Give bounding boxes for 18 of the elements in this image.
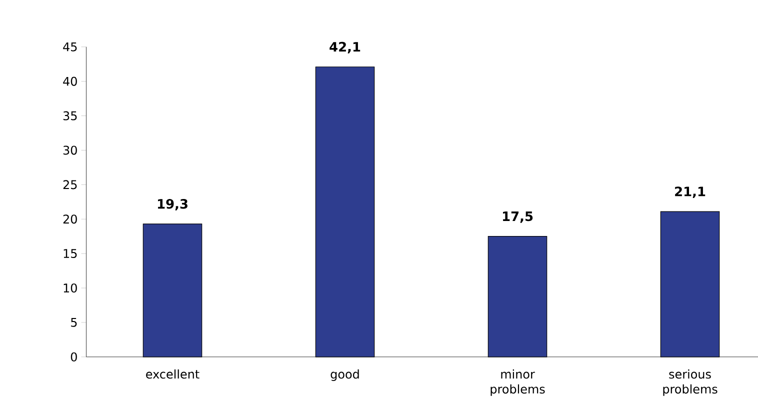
y-tick-label: 5 [71,318,77,327]
y-tick-label: 45 [63,42,77,52]
data-label: 17,5 [503,212,533,223]
data-label: 19,3 [158,198,188,210]
data-label: 42,1 [330,42,360,54]
x-tick-label: excellent [146,369,200,379]
x-tick-label: good [330,369,359,381]
y-tick-label: 35 [63,111,77,120]
y-tick-label: 15 [64,249,77,258]
x-tick-label: serious problems [663,369,718,396]
y-tick-label: 30 [63,146,77,155]
y-tick-label: 25 [63,180,77,190]
x-tick-label: minor problems [490,369,545,396]
y-tick-label: 0 [70,352,77,362]
y-tick-label: 10 [64,283,77,293]
data-label: 21,1 [675,186,706,198]
y-tick-label: 40 [63,76,77,86]
y-tick-label: 20 [63,214,77,224]
